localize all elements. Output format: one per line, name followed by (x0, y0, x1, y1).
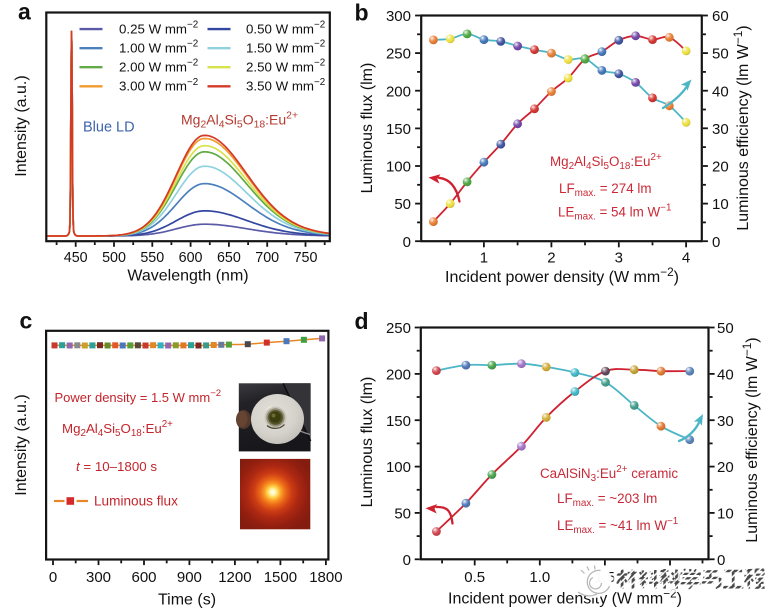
svg-text:Incident power density (W mm−2: Incident power density (W mm−2) (445, 265, 679, 286)
svg-text:3.00 W mm−2: 3.00 W mm−2 (119, 77, 198, 94)
svg-text:60: 60 (712, 8, 729, 25)
svg-text:0: 0 (49, 569, 57, 586)
svg-text:50: 50 (717, 320, 734, 337)
svg-text:2: 2 (547, 250, 555, 267)
svg-text:Luminous flux (lm): Luminous flux (lm) (359, 377, 376, 508)
svg-text:20: 20 (712, 159, 729, 176)
svg-text:1500: 1500 (264, 569, 297, 586)
svg-text:0: 0 (712, 234, 720, 251)
svg-text:300: 300 (86, 569, 111, 586)
svg-text:900: 900 (177, 569, 202, 586)
svg-text:600: 600 (131, 569, 156, 586)
svg-text:250: 250 (386, 320, 411, 337)
svg-text:1800: 1800 (309, 569, 342, 586)
svg-text:20: 20 (717, 459, 734, 476)
svg-text:40: 40 (712, 83, 729, 100)
svg-text:0.25 W mm−2: 0.25 W mm−2 (119, 20, 198, 37)
svg-text:100: 100 (386, 459, 411, 476)
svg-text:4: 4 (682, 250, 690, 267)
svg-text:30: 30 (717, 413, 734, 430)
svg-text:LEmax. = 54 lm W−1: LEmax. = 54 lm W−1 (558, 203, 672, 223)
svg-text:1: 1 (480, 250, 488, 267)
svg-text:700: 700 (255, 250, 279, 266)
svg-text:a: a (18, 0, 31, 25)
svg-text:Time (s): Time (s) (158, 592, 216, 609)
svg-text:200: 200 (386, 367, 411, 384)
svg-text:0: 0 (717, 552, 725, 569)
svg-text:1.0: 1.0 (529, 569, 550, 586)
svg-text:100: 100 (386, 159, 411, 176)
svg-text:d: d (355, 308, 369, 334)
svg-text:30: 30 (712, 121, 729, 138)
svg-text:CaAlSiN3:Eu2+ ceramic: CaAlSiN3:Eu2+ ceramic (540, 464, 678, 484)
svg-text:0.5: 0.5 (464, 569, 485, 586)
svg-text:300: 300 (386, 8, 411, 25)
svg-text:50: 50 (712, 46, 729, 63)
svg-text:10: 10 (717, 506, 734, 523)
svg-text:Luminous efficiency (lm W−1): Luminous efficiency (lm W−1) (740, 337, 761, 542)
svg-text:450: 450 (64, 250, 88, 266)
svg-text:Luminous flux: Luminous flux (94, 494, 178, 509)
svg-text:500: 500 (102, 250, 126, 266)
svg-text:c: c (20, 308, 33, 334)
svg-text:b: b (355, 0, 369, 26)
svg-text:10: 10 (712, 196, 729, 213)
svg-text:550: 550 (140, 250, 164, 266)
svg-text:0: 0 (403, 552, 411, 569)
svg-text:150: 150 (386, 121, 411, 138)
svg-text:t = 10–1800 s: t = 10–1800 s (76, 459, 157, 474)
svg-text:Blue LD: Blue LD (83, 120, 135, 136)
svg-text:3.50 W mm−2: 3.50 W mm−2 (246, 77, 325, 94)
svg-text:Luminous efficiency (lm W−1): Luminous efficiency (lm W−1) (731, 25, 752, 230)
svg-text:1.50 W mm−2: 1.50 W mm−2 (246, 39, 325, 56)
svg-text:Mg2Al4Si5O18:Eu2+: Mg2Al4Si5O18:Eu2+ (550, 152, 662, 172)
svg-text:50: 50 (394, 196, 411, 213)
svg-text:Mg2Al4Si5O18:Eu2+: Mg2Al4Si5O18:Eu2+ (62, 419, 173, 439)
svg-text:650: 650 (217, 250, 241, 266)
svg-text:200: 200 (386, 83, 411, 100)
svg-text:Power density = 1.5 W mm−2: Power density = 1.5 W mm−2 (55, 388, 222, 405)
svg-text:Intensity (a.u.): Intensity (a.u.) (13, 394, 30, 495)
svg-text:Luminous flux (lm): Luminous flux (lm) (359, 63, 376, 194)
svg-text:Mg2Al4Si5O18:Eu2+: Mg2Al4Si5O18:Eu2+ (181, 111, 298, 131)
svg-text:2.00 W mm−2: 2.00 W mm−2 (119, 58, 198, 75)
svg-text:1200: 1200 (218, 569, 251, 586)
svg-text:Intensity (a.u.): Intensity (a.u.) (13, 75, 30, 176)
svg-text:150: 150 (386, 413, 411, 430)
svg-text:250: 250 (386, 46, 411, 63)
svg-text:600: 600 (179, 250, 203, 266)
svg-text:40: 40 (717, 367, 734, 384)
svg-text:Wavelength (nm): Wavelength (nm) (127, 268, 248, 285)
svg-text:750: 750 (294, 250, 318, 266)
svg-text:0: 0 (403, 234, 411, 251)
svg-text:50: 50 (394, 506, 411, 523)
svg-text:0.50 W mm−2: 0.50 W mm−2 (246, 20, 325, 37)
svg-text:2.50 W mm−2: 2.50 W mm−2 (246, 58, 325, 75)
svg-text:3: 3 (615, 250, 623, 267)
svg-text:1.00 W mm−2: 1.00 W mm−2 (119, 39, 198, 56)
